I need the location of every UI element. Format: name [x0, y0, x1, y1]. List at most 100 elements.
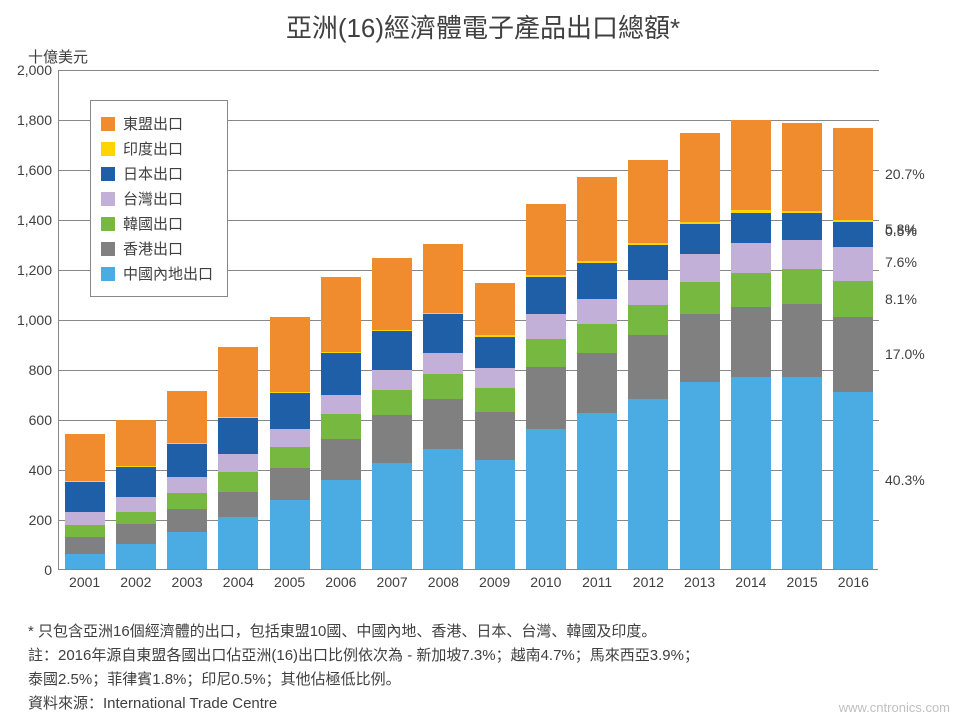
bar-segment-hongkong — [65, 537, 105, 555]
bar-segment-hongkong — [116, 524, 156, 544]
bar-segment-taiwan — [167, 477, 207, 493]
bar-segment-hongkong — [423, 399, 463, 449]
bar-segment-taiwan — [372, 370, 412, 390]
bar-segment-asean — [833, 128, 873, 219]
bar-segment-china — [526, 429, 566, 569]
bar-segment-india — [731, 210, 771, 213]
legend-item-india: 印度出口 — [101, 138, 213, 159]
legend-swatch — [101, 267, 115, 281]
bar-segment-taiwan — [423, 353, 463, 374]
bar-segment-japan — [321, 353, 361, 396]
bar-segment-korea — [782, 269, 822, 304]
x-tick-label: 2008 — [428, 574, 459, 590]
bar-segment-taiwan — [833, 247, 873, 281]
legend-swatch — [101, 167, 115, 181]
bar-segment-taiwan — [270, 429, 310, 447]
bar-segment-korea — [270, 447, 310, 468]
bar-segment-india — [321, 352, 361, 353]
y-tick-label: 1,400 — [17, 212, 52, 228]
x-tick-label: 2004 — [223, 574, 254, 590]
bar-segment-asean — [372, 258, 412, 329]
bar-segment-korea — [628, 305, 668, 335]
bar-segment-hongkong — [321, 439, 361, 480]
bar-segment-korea — [475, 388, 515, 412]
x-tick-label: 2015 — [787, 574, 818, 590]
bar-segment-hongkong — [218, 492, 258, 517]
bar-segment-taiwan — [475, 368, 515, 388]
y-tick-label: 1,200 — [17, 262, 52, 278]
bar-segment-korea — [167, 493, 207, 509]
pct-label-hongkong: 17.0% — [885, 346, 925, 362]
legend-swatch — [101, 142, 115, 156]
bar-segment-china — [321, 480, 361, 569]
bar-segment-asean — [116, 420, 156, 466]
x-tick-label: 2003 — [172, 574, 203, 590]
bar-segment-asean — [423, 244, 463, 313]
bar-segment-hongkong — [372, 415, 412, 463]
y-tick-label: 0 — [44, 562, 52, 578]
legend-item-china: 中國內地出口 — [101, 263, 213, 284]
bar-segment-japan — [731, 213, 771, 243]
x-tick-label: 2016 — [838, 574, 869, 590]
bar-segment-hongkong — [475, 412, 515, 461]
legend-swatch — [101, 217, 115, 231]
bar-segment-korea — [577, 324, 617, 353]
bar-segment-india — [423, 313, 463, 314]
bar-segment-hongkong — [782, 304, 822, 377]
footnotes: * 只包含亞洲16個經濟體的出口，包括東盟10國、中國內地、香港、日本、台灣、韓… — [28, 620, 699, 716]
bar-segment-india — [526, 275, 566, 277]
footnote-line: 註：2016年源自東盟各國出口佔亞洲(16)出口比例依次為 - 新加坡7.3%；… — [28, 644, 699, 668]
bar-segment-taiwan — [731, 243, 771, 273]
legend-swatch — [101, 242, 115, 256]
x-tick-label: 2009 — [479, 574, 510, 590]
bar-segment-hongkong — [628, 335, 668, 399]
legend-swatch — [101, 192, 115, 206]
bar-segment-china — [372, 463, 412, 569]
bar-segment-asean — [167, 391, 207, 442]
watermark: www.cntronics.com — [839, 700, 950, 715]
x-tick-label: 2006 — [325, 574, 356, 590]
legend-item-korea: 韓國出口 — [101, 213, 213, 234]
bar-segment-asean — [321, 277, 361, 352]
bar-segment-japan — [526, 277, 566, 315]
bar-segment-china — [731, 377, 771, 570]
x-tick-label: 2010 — [530, 574, 561, 590]
bar-segment-india — [680, 222, 720, 224]
bar-segment-japan — [577, 263, 617, 299]
x-tick-label: 2005 — [274, 574, 305, 590]
legend-item-hongkong: 香港出口 — [101, 238, 213, 259]
bar-segment-korea — [526, 339, 566, 367]
legend-label: 韓國出口 — [123, 213, 183, 234]
bar-segment-asean — [65, 434, 105, 482]
bar-segment-japan — [782, 213, 822, 241]
bar-segment-asean — [270, 317, 310, 392]
bar-segment-japan — [628, 245, 668, 280]
bar-segment-korea — [116, 512, 156, 525]
bar-segment-taiwan — [321, 395, 361, 414]
x-tick-label: 2014 — [735, 574, 766, 590]
bar-segment-korea — [321, 414, 361, 439]
bar-segment-india — [218, 417, 258, 418]
legend-label: 日本出口 — [123, 163, 183, 184]
bar-segment-taiwan — [680, 254, 720, 282]
pct-label-japan: 5.8% — [885, 221, 917, 237]
legend-label: 印度出口 — [123, 138, 183, 159]
bar-segment-korea — [65, 525, 105, 536]
bar-segment-hongkong — [577, 353, 617, 413]
y-tick-label: 400 — [29, 462, 52, 478]
bar-segment-india — [577, 261, 617, 263]
y-tick-label: 1,800 — [17, 112, 52, 128]
bar-segment-india — [270, 392, 310, 393]
x-tick-label: 2001 — [69, 574, 100, 590]
bar-segment-korea — [372, 390, 412, 415]
bar-segment-japan — [833, 222, 873, 248]
bar-segment-hongkong — [167, 509, 207, 532]
bar-segment-asean — [731, 120, 771, 210]
x-tick-label: 2013 — [684, 574, 715, 590]
y-tick-label: 600 — [29, 412, 52, 428]
y-tick-label: 1,600 — [17, 162, 52, 178]
pct-label-china: 40.3% — [885, 472, 925, 488]
bar-segment-korea — [680, 282, 720, 315]
bar-segment-asean — [218, 347, 258, 417]
bar-segment-korea — [731, 273, 771, 307]
